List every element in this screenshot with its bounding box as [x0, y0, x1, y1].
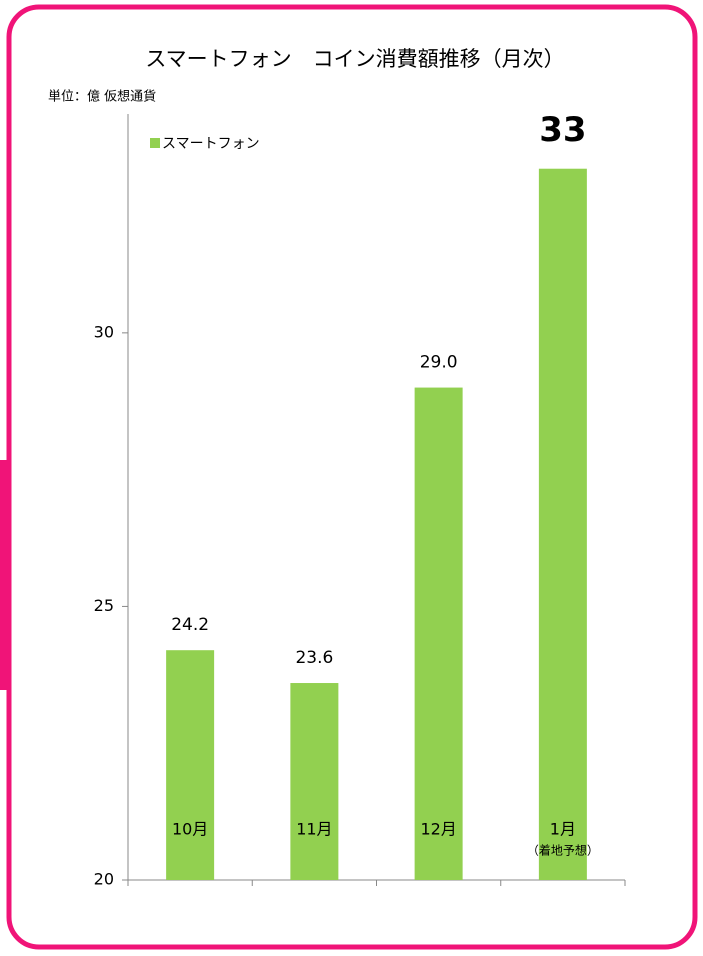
value-label: 24.2 — [171, 615, 209, 635]
legend-swatch — [150, 138, 160, 148]
chart-title: スマートフォン コイン消費額推移（月次） — [145, 47, 564, 71]
value-label: 33 — [539, 110, 586, 150]
bar — [166, 650, 215, 880]
y-tick-label: 25 — [94, 596, 114, 615]
unit-label: 単位：億 仮想通貨 — [48, 89, 156, 105]
y-tick-label: 30 — [94, 322, 114, 341]
x-tick-label: 10月 — [172, 820, 208, 839]
annotation: （着地予想） — [527, 843, 599, 858]
frame — [6, 4, 698, 950]
y-tick-label: 20 — [94, 870, 114, 889]
value-label: 29.0 — [420, 353, 458, 373]
bar — [538, 168, 587, 880]
bar — [414, 387, 463, 880]
legend-label: スマートフォン — [162, 136, 260, 152]
value-label: 23.6 — [295, 648, 333, 668]
x-tick-label: 11月 — [296, 820, 332, 839]
bar — [290, 683, 339, 880]
x-tick-label: 1月 — [550, 820, 576, 839]
x-tick-label: 12月 — [420, 820, 456, 839]
